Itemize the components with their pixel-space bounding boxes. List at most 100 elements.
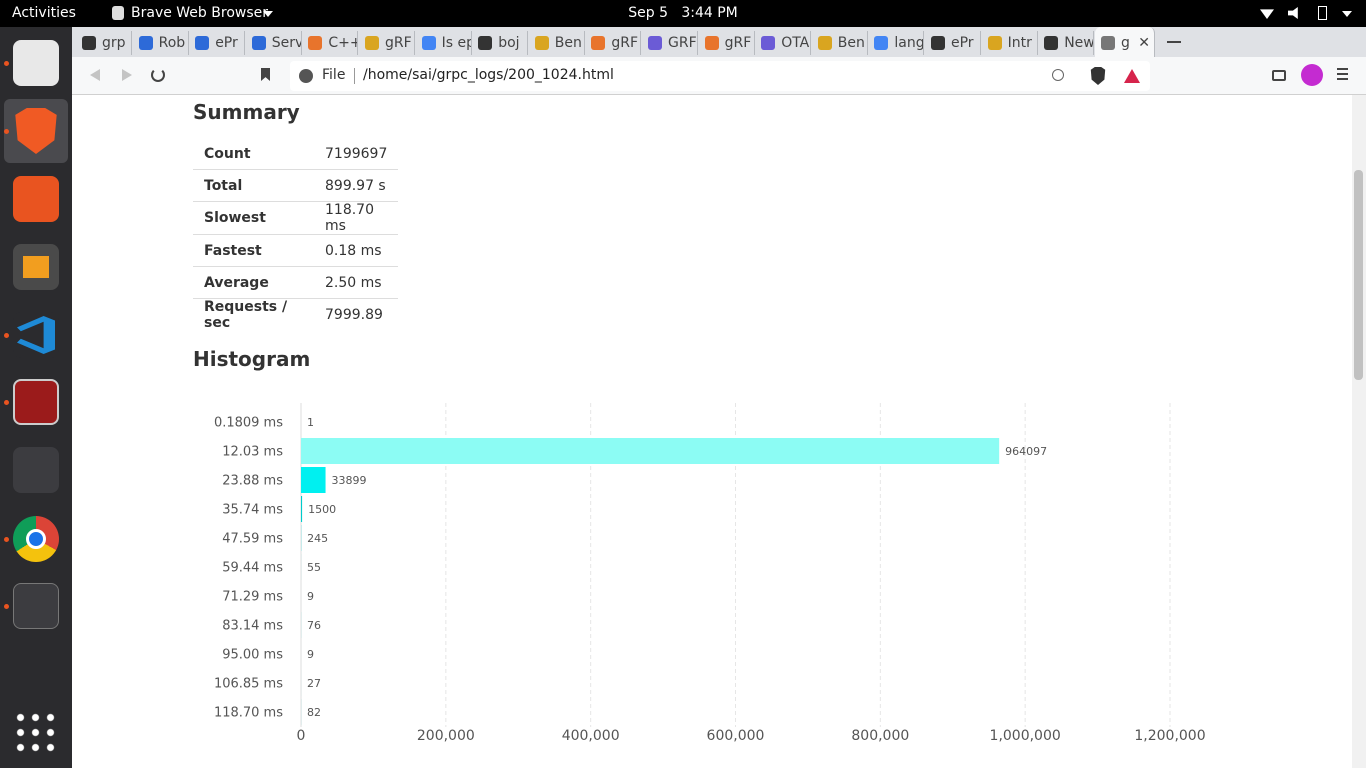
favicon: [195, 36, 210, 50]
reload-button[interactable]: [151, 68, 165, 82]
summary-table: Count 7199697 Total 899.97 s Slowest 118.70 m…: [193, 138, 399, 331]
tab[interactable]: OTA: [755, 31, 812, 55]
summary-value: 7999.89: [314, 298, 399, 331]
tab-close[interactable]: ✕: [1138, 35, 1150, 51]
y-tick-label: 95.00 ms: [222, 648, 283, 663]
tab[interactable]: ePr: [925, 31, 981, 55]
tab-title: gRF: [611, 35, 639, 51]
y-tick-label: 0.1809 ms: [214, 416, 283, 431]
software-icon[interactable]: [13, 176, 59, 222]
shields-button[interactable]: [1090, 67, 1106, 85]
dock: [0, 27, 72, 768]
summary-row: Average 2.50 ms: [193, 266, 399, 299]
active-tab[interactable]: g ✕: [1095, 27, 1155, 57]
address-bar[interactable]: File /home/sai/grpc_logs/200_1024.html: [290, 61, 1150, 91]
favicon: [648, 36, 662, 50]
wifi-icon[interactable]: [1260, 9, 1274, 19]
tab[interactable]: grp: [76, 31, 132, 55]
tab[interactable]: Intr: [982, 31, 1038, 55]
favicon: [987, 36, 1002, 50]
tab[interactable]: Serv: [246, 31, 302, 55]
activities[interactable]: Activities: [12, 5, 76, 21]
show-apps[interactable]: [13, 710, 59, 756]
tab-title: Is ep: [441, 35, 471, 51]
x-tick-label: 0: [297, 728, 306, 744]
summary-key: Slowest: [193, 201, 314, 235]
monitor-icon[interactable]: [13, 447, 59, 493]
tab-title: gRF: [724, 35, 752, 51]
info-icon[interactable]: [299, 69, 313, 83]
tab[interactable]: Ben: [529, 31, 585, 55]
favicon: [817, 36, 832, 50]
tab-title: Rob: [158, 35, 186, 51]
favicon: [308, 36, 323, 50]
battery-icon[interactable]: [1318, 6, 1327, 20]
tab-title: g: [1121, 35, 1130, 51]
y-tick-label: 35.74 ms: [222, 503, 283, 518]
tab[interactable]: Is ep: [416, 31, 472, 55]
summary-key: Count: [204, 145, 251, 162]
bar: [301, 467, 326, 493]
scheme-label: File: [322, 67, 346, 83]
new-tab[interactable]: [1167, 41, 1181, 43]
value-label: 1: [307, 416, 314, 429]
tab[interactable]: New: [1038, 31, 1095, 55]
tab[interactable]: boj: [472, 31, 529, 55]
chrome-icon[interactable]: [13, 516, 59, 562]
tab[interactable]: gRF: [699, 31, 755, 55]
tab[interactable]: ePr: [189, 31, 246, 55]
tab-title: GRF: [668, 35, 697, 51]
system-menu[interactable]: [1342, 11, 1352, 17]
tab[interactable]: gRF: [359, 31, 415, 55]
tab[interactable]: gRF: [585, 31, 642, 55]
favicon: [874, 36, 889, 50]
terminal-icon[interactable]: [13, 583, 59, 629]
zoom-icon[interactable]: [1052, 69, 1064, 81]
separator: [354, 68, 355, 84]
menu-button[interactable]: [1337, 68, 1348, 80]
tab-title: boj: [498, 35, 520, 51]
y-tick-label: 23.88 ms: [222, 474, 283, 489]
files-icon[interactable]: [13, 40, 59, 86]
value-label: 76: [307, 619, 321, 632]
forward-button[interactable]: [122, 69, 132, 81]
app-icon: [112, 6, 124, 20]
favicon: [534, 36, 549, 50]
url[interactable]: /home/sai/grpc_logs/200_1024.html: [363, 67, 614, 83]
profile-button[interactable]: [1301, 64, 1323, 86]
y-tick-label: 47.59 ms: [222, 532, 283, 547]
bar: [301, 496, 303, 522]
tab-title: gRF: [385, 35, 412, 51]
favicon: [1101, 36, 1115, 50]
running-dot: [4, 61, 9, 66]
tab[interactable]: Ben: [812, 31, 868, 55]
clock[interactable]: Sep 5 3:44 PM: [628, 5, 738, 21]
tab-title: C++: [328, 35, 359, 51]
app-menu[interactable]: Brave Web Browser: [131, 5, 268, 21]
y-tick-label: 59.44 ms: [222, 561, 283, 576]
volume-icon[interactable]: [1288, 7, 1298, 19]
tab[interactable]: C++: [302, 31, 359, 55]
tab[interactable]: lang: [868, 31, 925, 55]
back-button[interactable]: [90, 69, 100, 81]
wallet-button[interactable]: [1272, 70, 1286, 81]
favicon: [251, 36, 266, 50]
tab[interactable]: Rob: [133, 31, 189, 55]
tab-title: lang: [894, 35, 925, 51]
x-tick-label: 400,000: [562, 728, 620, 744]
summary-value: 7199697: [325, 145, 388, 162]
terminal-app-icon[interactable]: [13, 379, 59, 425]
bookmark-button[interactable]: [261, 68, 270, 81]
vscode-icon[interactable]: [13, 312, 59, 358]
summary-row: Count 7199697: [193, 138, 398, 170]
tab[interactable]: GRF: [642, 31, 698, 55]
sublime-icon[interactable]: [13, 244, 59, 290]
summary-key: Fastest: [193, 234, 314, 267]
running-dot: [4, 333, 9, 338]
value-label: 82: [307, 706, 321, 719]
scrollbar[interactable]: [1352, 95, 1366, 768]
tab-title: grp: [102, 35, 126, 51]
value-label: 55: [307, 561, 321, 574]
value-label: 33899: [332, 474, 367, 487]
